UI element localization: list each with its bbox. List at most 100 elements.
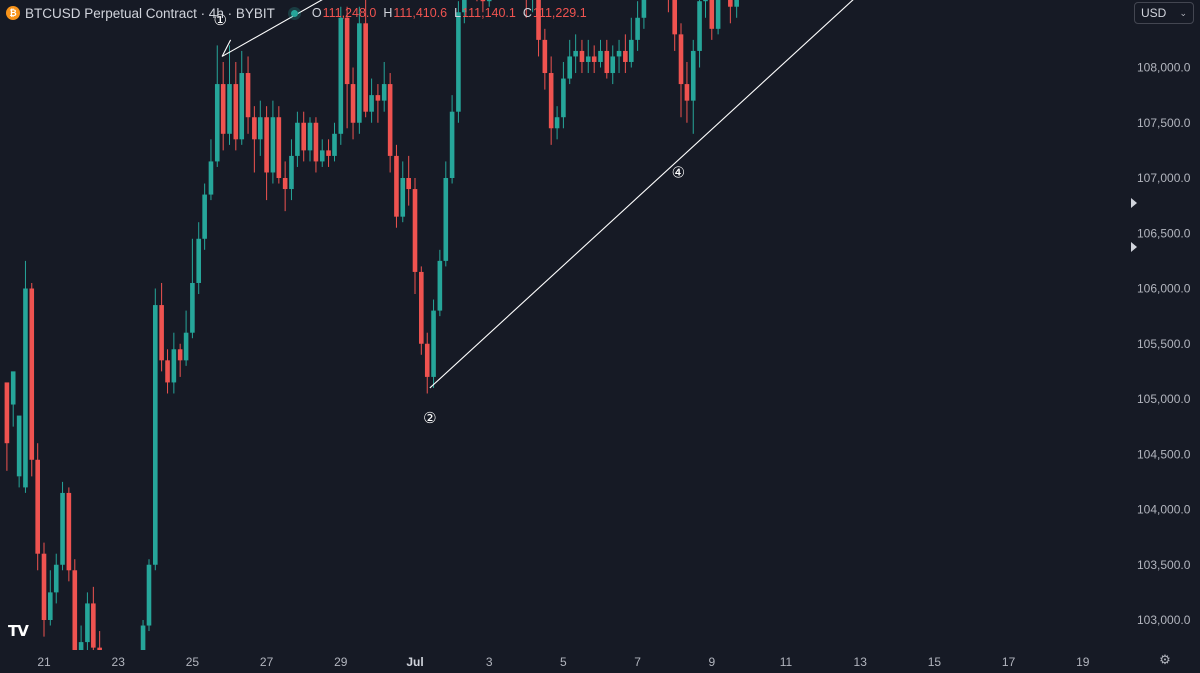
trendline: [221, 39, 232, 57]
candle: [690, 39, 696, 134]
candle: [542, 28, 548, 90]
candle-body: [431, 310, 436, 377]
candle-body: [703, 0, 708, 2]
candle: [616, 39, 622, 74]
wave-label: ①: [213, 11, 226, 29]
alert-marker-icon: [1131, 198, 1137, 208]
x-tick-label: 11: [780, 655, 793, 669]
candle: [313, 117, 319, 173]
wave-labels: ①②③④⑤: [213, 11, 685, 427]
candle: [257, 100, 263, 156]
candle: [264, 106, 269, 201]
x-tick-label: 9: [708, 655, 715, 669]
candle: [289, 139, 294, 201]
time-axis[interactable]: 21 23 25 27 29 Jul 3 5 7 9 11 13 15 17 19: [37, 655, 1089, 669]
candle-body: [72, 570, 78, 650]
x-tick-label: 17: [1002, 655, 1016, 669]
candle-body: [387, 84, 393, 156]
candle: [78, 625, 84, 650]
candle-body: [4, 382, 10, 444]
currency-select[interactable]: USD ⌄: [1134, 2, 1194, 24]
gear-icon[interactable]: ⚙: [1159, 652, 1171, 667]
candle: [214, 45, 220, 167]
candle: [53, 553, 59, 604]
candle: [91, 586, 96, 650]
candle-body: [709, 0, 715, 29]
candle: [338, 6, 344, 145]
candle-body: [363, 23, 368, 112]
candle: [462, 0, 467, 24]
candle: [350, 67, 356, 140]
x-tick-label: Jul: [406, 655, 423, 669]
candle-body: [456, 12, 461, 112]
candle-body: [734, 0, 739, 7]
candle: [295, 111, 300, 167]
x-tick-label: 15: [928, 655, 942, 669]
candle-body: [326, 150, 331, 156]
x-tick-label: 27: [260, 655, 274, 669]
candle-body: [443, 178, 449, 261]
candle-body: [257, 117, 263, 140]
candle-body: [252, 117, 257, 140]
candle: [715, 0, 721, 35]
candle-body: [85, 603, 90, 643]
candle: [449, 95, 455, 184]
price-axis[interactable]: 113,500.0113,000.0112,500.0112,000.0111,…: [1131, 0, 1191, 627]
trendlines[interactable]: [221, 0, 990, 389]
candle: [319, 139, 325, 167]
x-tick-label: 21: [37, 655, 51, 669]
y-tick-label: 103,500.0: [1137, 558, 1191, 572]
candle-body: [16, 415, 22, 477]
candle-body: [165, 360, 170, 383]
candle: [419, 266, 424, 355]
candle: [486, 0, 492, 7]
candle-body: [635, 17, 640, 40]
candle: [610, 45, 616, 85]
tradingview-logo-icon[interactable]: TV: [8, 622, 29, 640]
candle-body: [97, 647, 102, 650]
candle-body: [561, 78, 566, 118]
candle: [146, 559, 152, 632]
candle: [400, 161, 406, 223]
symbol-header: ₿ BTCUSD Perpetual Contract · 4h · BYBIT…: [6, 4, 594, 22]
y-tick-label: 105,500.0: [1137, 337, 1191, 351]
candle: [437, 249, 443, 317]
candle-body: [159, 305, 164, 361]
candle: [412, 178, 418, 295]
candle-body: [140, 625, 146, 650]
candle: [394, 144, 399, 228]
candle-body: [220, 84, 226, 134]
candle: [159, 282, 164, 372]
candle-body: [394, 155, 399, 217]
candle: [4, 382, 10, 471]
candle: [598, 39, 603, 68]
candle: [252, 106, 257, 173]
candle: [282, 161, 288, 212]
candle: [10, 371, 16, 427]
candle-body: [214, 84, 220, 162]
candle-body: [628, 39, 634, 62]
candle-body: [604, 50, 610, 74]
candle: [561, 61, 566, 129]
y-tick-label: 103,000.0: [1137, 613, 1191, 627]
candle-body: [424, 343, 430, 377]
candle: [29, 282, 35, 477]
trendline: [429, 0, 854, 389]
candle-body: [233, 84, 239, 140]
candle-body: [91, 603, 96, 648]
candle: [476, 0, 478, 2]
candle: [208, 139, 214, 201]
candle: [245, 56, 251, 134]
candle-body: [53, 564, 59, 593]
candle-body: [171, 349, 177, 383]
candle-body: [678, 34, 684, 85]
candle: [604, 39, 610, 79]
candle: [171, 332, 177, 394]
symbol-title[interactable]: BTCUSD Perpetual Contract · 4h · BYBIT: [25, 5, 275, 21]
candle: [270, 100, 276, 184]
candle: [72, 559, 78, 650]
candle-body: [598, 50, 603, 62]
candle: [480, 0, 486, 13]
candle: [591, 45, 597, 74]
